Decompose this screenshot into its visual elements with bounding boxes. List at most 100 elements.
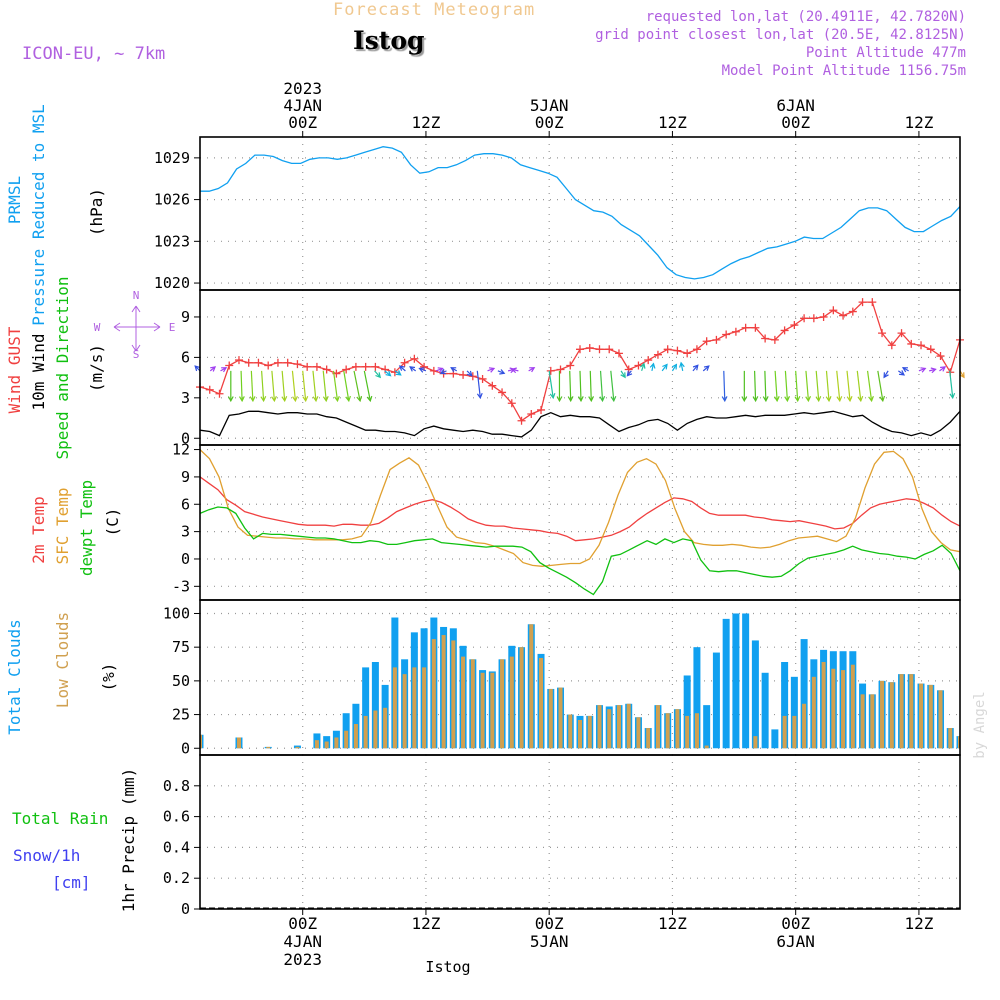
requested-coords: requested lon,lat (20.4911E, 42.7820N) <box>645 9 966 25</box>
gust-marker <box>634 361 643 370</box>
credit-watermark: by Angel <box>972 691 988 758</box>
wind-arrow <box>877 370 884 401</box>
bar-low-clouds <box>948 728 953 749</box>
wind-arrow-head <box>385 370 392 377</box>
wind-arrow <box>589 370 592 401</box>
gust-marker <box>478 374 487 383</box>
gust-marker <box>653 350 662 359</box>
wind-direction-arrows <box>194 361 965 403</box>
gust-marker <box>273 358 282 367</box>
ylabel-gust: Wind GUST <box>5 326 24 413</box>
model-label: ICON-EU, ~ 7km <box>22 44 166 64</box>
wind-arrow-head <box>762 396 769 403</box>
label-snow: Snow/1h <box>13 846 80 865</box>
wind-arrow <box>374 370 381 378</box>
gust-marker <box>673 346 682 355</box>
series-sfc-temp <box>199 449 961 567</box>
time-label-bottom: 4JAN <box>283 932 322 951</box>
wind-arrow <box>599 370 604 401</box>
bar-low-clouds <box>236 737 241 749</box>
panel-precip <box>302 755 920 909</box>
wind-arrow <box>569 370 572 401</box>
wind-arrow <box>774 370 778 401</box>
gust-marker <box>897 329 906 338</box>
wind-arrow <box>856 370 862 401</box>
bar-low-clouds <box>792 715 797 749</box>
wind-arrow-head <box>930 367 937 374</box>
wind-arrow-head <box>271 396 277 403</box>
ytick-label: 0.4 <box>163 838 190 856</box>
time-label-bottom: 00Z <box>288 914 317 933</box>
bar-low-clouds <box>558 687 563 749</box>
gust-marker <box>420 362 429 371</box>
ylabel-prmsl: PRMSL <box>5 176 24 224</box>
wind-arrow-head <box>610 396 617 403</box>
time-label-top: 12Z <box>658 113 687 132</box>
wind-arrow <box>661 364 668 372</box>
wind-arrow-head <box>940 366 947 372</box>
ytick-label: 0 <box>181 900 190 918</box>
wind-arrow-head <box>703 365 710 371</box>
wind-arrow-head <box>567 396 574 403</box>
wind-arrow <box>784 370 789 401</box>
wind-arrow <box>949 370 954 398</box>
bar-total-clouds <box>742 613 750 749</box>
footer-station: Istog <box>425 958 470 976</box>
ytick-label: 75 <box>172 638 190 656</box>
series-10m-wind <box>199 410 961 438</box>
series-prmsl <box>200 146 961 280</box>
gust-marker <box>868 298 877 307</box>
ytick-label: 50 <box>172 672 190 690</box>
bar-low-clouds <box>402 674 407 749</box>
bar-total-clouds <box>732 613 740 749</box>
wind-arrow <box>815 370 820 401</box>
bar-low-clouds <box>500 659 505 749</box>
gust-marker <box>780 326 789 335</box>
ytick-label: 6 <box>181 495 190 513</box>
gust-marker <box>215 389 224 398</box>
bar-total-clouds <box>703 705 711 749</box>
compass-legend: N S W E <box>94 289 176 361</box>
wind-arrow <box>548 370 554 398</box>
gust-marker <box>663 345 672 354</box>
panel-frame-pressure <box>199 136 961 291</box>
gust-marker <box>225 361 234 370</box>
wind-arrow-head <box>334 395 340 403</box>
gust-marker <box>361 362 370 371</box>
bar-low-clouds <box>568 714 573 749</box>
gust-marker <box>624 365 633 374</box>
bar-low-clouds <box>597 705 602 749</box>
bar-total-clouds <box>722 618 730 749</box>
bar-low-clouds <box>889 682 894 749</box>
bar-low-clouds <box>314 740 319 749</box>
wind-arrow-head <box>356 395 363 403</box>
ytick-label: 1029 <box>154 149 190 167</box>
time-label-bottom: 00Z <box>781 914 810 933</box>
wind-arrow-head <box>249 396 256 403</box>
bar-low-clouds <box>353 724 358 749</box>
gust-marker <box>234 356 243 365</box>
wind-arrow-head <box>375 372 382 379</box>
wind-arrow-head <box>281 396 288 403</box>
wind-arrow <box>312 370 317 401</box>
gust-marker <box>293 360 302 369</box>
bar-low-clouds <box>860 694 865 749</box>
bar-low-clouds <box>958 736 960 749</box>
wind-arrow <box>343 370 350 401</box>
wind-arrow <box>680 362 684 371</box>
wind-arrow-head <box>221 367 228 373</box>
bar-total-clouds <box>761 672 769 749</box>
gust-marker <box>790 321 799 330</box>
wind-arrow-head <box>639 362 646 369</box>
series-dewpt <box>199 506 961 596</box>
bar-low-clouds <box>548 688 553 749</box>
wind-arrow-head <box>949 392 956 400</box>
wind-arrow-head <box>466 370 473 377</box>
wind-arrow-head <box>476 392 483 400</box>
gust-marker <box>322 365 331 374</box>
gust-marker <box>858 298 867 307</box>
compass-e: E <box>169 321 176 334</box>
panel-pressure <box>302 137 920 290</box>
panel-wind <box>302 290 920 445</box>
wind-arrow <box>753 370 757 401</box>
